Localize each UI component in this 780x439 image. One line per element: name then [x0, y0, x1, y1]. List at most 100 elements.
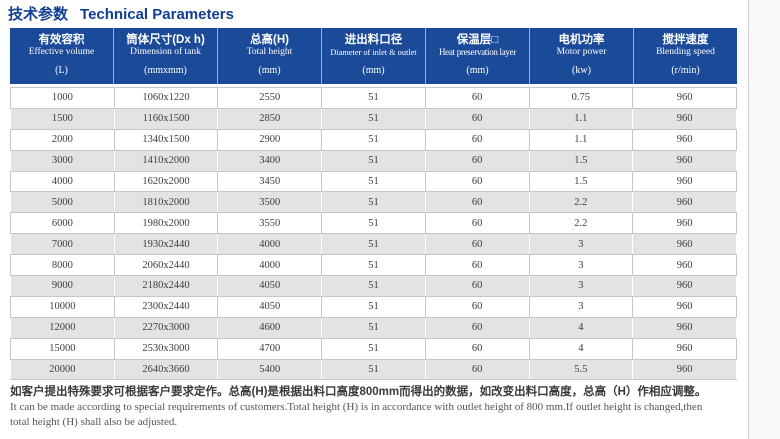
table-row: 2000 1340x1500 2900 51 60 1.1 960: [10, 128, 737, 151]
table-cell: 60: [424, 316, 530, 339]
table-cell: 960: [632, 275, 737, 297]
column-header: 搅拌速度 Blending speed (r/min): [633, 28, 737, 84]
column-header-zh: 搅拌速度: [662, 34, 709, 46]
table-cell: 1410x2000: [113, 149, 219, 172]
column-header-en: Blending speed: [656, 47, 715, 57]
column-header-en: Dimension of tank: [130, 47, 201, 57]
table-cell: 1.5: [528, 149, 634, 172]
table-cell: 2550: [217, 87, 323, 109]
column-header-unit: (L): [55, 65, 68, 76]
column-header-unit: (mmxmm): [144, 65, 187, 76]
table-cell: 960: [632, 316, 737, 339]
table-row: 8000 2060x2440 4000 51 60 3 960: [10, 254, 737, 277]
table-cell: 0.75: [528, 87, 634, 109]
table-cell: 960: [632, 149, 737, 172]
table-cell: 51: [321, 337, 426, 360]
table-row: 1500 1160x1500 2850 51 60 1.1 960: [10, 107, 737, 130]
table-cell: 51: [321, 295, 426, 318]
column-header-en: Motor power: [556, 47, 607, 57]
page-right-margin: [749, 0, 780, 439]
column-header-en: Diameter of inlet & outlet: [330, 48, 417, 57]
table-cell: 2530x3000: [113, 337, 219, 360]
table-header-row: 有效容积 Effective volume (L) 筒体尺寸(Dx h) Dimensi…: [10, 28, 737, 84]
page-title-en: Technical Parameters: [80, 6, 234, 23]
footnote-chinese: 如客户提出特殊要求可根据客户要求定作。总高(H)是根据出料口高度800mm而得出…: [10, 386, 707, 398]
footnote-english-line2: total height (H) shall also be adjusted.: [10, 415, 178, 428]
table-cell: 3000: [10, 149, 115, 172]
table-cell: 2300x2440: [113, 295, 219, 318]
column-header-zh: 电机功率: [558, 34, 605, 46]
table-cell: 51: [321, 233, 426, 256]
table-cell: 7000: [10, 233, 115, 256]
table-row: 15000 2530x3000 4700 51 60 4 960: [10, 337, 737, 360]
table-cell: 60: [424, 170, 530, 193]
table-cell: 60: [424, 212, 530, 235]
table-cell: 960: [632, 233, 737, 256]
column-header-zh: 有效容积: [38, 34, 85, 46]
table-body: 1000 1060x1220 2550 51 60 0.75 960 1500 1160x150…: [10, 87, 737, 381]
table-cell: 1160x1500: [113, 107, 219, 130]
table-row: 4000 1620x2000 3450 51 60 1.5 960: [10, 170, 737, 193]
table-cell: 6000: [10, 212, 115, 235]
table-cell: 51: [321, 254, 426, 277]
table-cell: 4000: [10, 170, 115, 193]
table-cell: 60: [424, 233, 530, 256]
page-title: 技术参数 Technical Parameters: [8, 3, 234, 24]
table-cell: 5.5: [528, 358, 634, 381]
table-cell: 10000: [10, 295, 115, 318]
table-cell: 1060x1220: [113, 87, 219, 109]
table-cell: 960: [632, 212, 737, 235]
column-header-en: Total height: [246, 47, 293, 57]
table-cell: 12000: [10, 316, 115, 339]
table-cell: 960: [632, 295, 737, 318]
table-cell: 3: [528, 233, 634, 256]
table-row: 12000 2270x3000 4600 51 60 4 960: [10, 316, 737, 339]
table-cell: 20000: [10, 358, 115, 381]
table-cell: 4000: [217, 254, 323, 277]
table-cell: 2180x2440: [113, 275, 219, 297]
column-header-zh: 总高(H): [250, 34, 289, 46]
table-cell: 5000: [10, 191, 115, 214]
table-cell: 1340x1500: [113, 128, 219, 151]
table-cell: 1980x2000: [113, 212, 219, 235]
table-row: 3000 1410x2000 3400 51 60 1.5 960: [10, 149, 737, 172]
table-row: 1000 1060x1220 2550 51 60 0.75 960: [10, 87, 737, 109]
column-header-unit: (kw): [572, 65, 591, 76]
table-cell: 960: [632, 254, 737, 277]
table-cell: 960: [632, 191, 737, 214]
table-cell: 15000: [10, 337, 115, 360]
column-header: 电机功率 Motor power (kw): [529, 28, 633, 84]
table-cell: 4600: [217, 316, 323, 339]
table-cell: 60: [424, 358, 530, 381]
table-cell: 2060x2440: [113, 254, 219, 277]
table-cell: 4050: [217, 275, 323, 297]
table-cell: 2000: [10, 128, 115, 151]
table-cell: 2.2: [528, 191, 634, 214]
table-cell: 1.1: [528, 128, 634, 151]
table-cell: 51: [321, 87, 426, 109]
table-cell: 60: [424, 107, 530, 130]
table-cell: 51: [321, 149, 426, 172]
table-cell: 51: [321, 128, 426, 151]
table-row: 7000 1930x2440 4000 51 60 3 960: [10, 233, 737, 256]
table-cell: 51: [321, 107, 426, 130]
column-header-en: Heat preservation layer: [438, 47, 517, 57]
table-cell: 2850: [217, 107, 323, 130]
table-cell: 3: [528, 275, 634, 297]
table-cell: 3400: [217, 149, 323, 172]
table-cell: 960: [632, 337, 737, 360]
table-cell: 9000: [10, 275, 115, 297]
table-cell: 3500: [217, 191, 323, 214]
table-cell: 4: [528, 316, 634, 339]
column-header-zh: 筒体尺寸(Dx h): [126, 34, 205, 46]
column-header-zh: 进出料口径: [344, 34, 403, 46]
table-row: 10000 2300x2440 4050 51 60 3 960: [10, 295, 737, 318]
table-cell: 60: [424, 337, 530, 360]
table-cell: 5400: [217, 358, 323, 381]
table-cell: 51: [321, 275, 426, 297]
table-cell: 3: [528, 254, 634, 277]
table-cell: 1620x2000: [113, 170, 219, 193]
table-cell: 60: [424, 149, 530, 172]
table-row: 20000 2640x3660 5400 51 60 5.5 960: [10, 358, 737, 381]
table-cell: 4050: [217, 295, 323, 318]
